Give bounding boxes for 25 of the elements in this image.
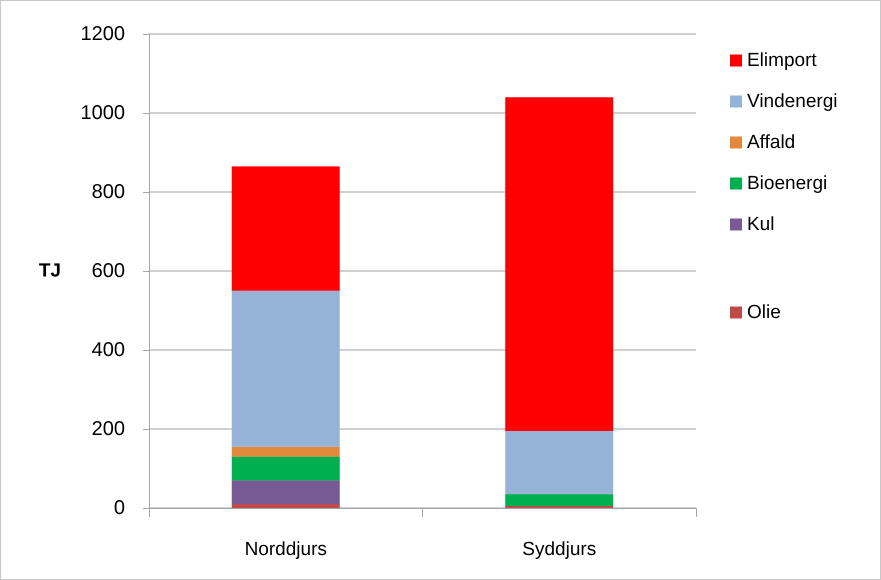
bar (232, 446, 340, 457)
legend-label: Olie (747, 302, 781, 323)
y-tick-label: 800 (92, 181, 125, 203)
y-tick-label: 1200 (80, 23, 125, 45)
y-axis-title: TJ (38, 260, 61, 282)
bar (232, 290, 340, 447)
bar (505, 97, 614, 431)
bar (232, 504, 340, 508)
y-tick-label: 600 (92, 260, 125, 282)
legend-label: Affald (747, 132, 796, 153)
bar (232, 456, 340, 480)
y-tick-label: 400 (92, 339, 125, 361)
y-tick-label: 200 (92, 418, 125, 440)
y-tick-label: 0 (114, 497, 125, 519)
x-tick-label: Norddjurs (244, 539, 327, 560)
legend-label: Bioenergi (747, 173, 828, 194)
legend-label: Vindenergi (747, 91, 838, 112)
x-tick-label: Syddjurs (522, 539, 596, 560)
legend-label: Elimport (747, 50, 818, 71)
bar (505, 430, 614, 494)
y-tick-label: 1000 (80, 102, 125, 124)
bar (505, 494, 614, 506)
bar (232, 480, 340, 504)
legend-label: Kul (747, 214, 774, 235)
bar (232, 166, 340, 291)
